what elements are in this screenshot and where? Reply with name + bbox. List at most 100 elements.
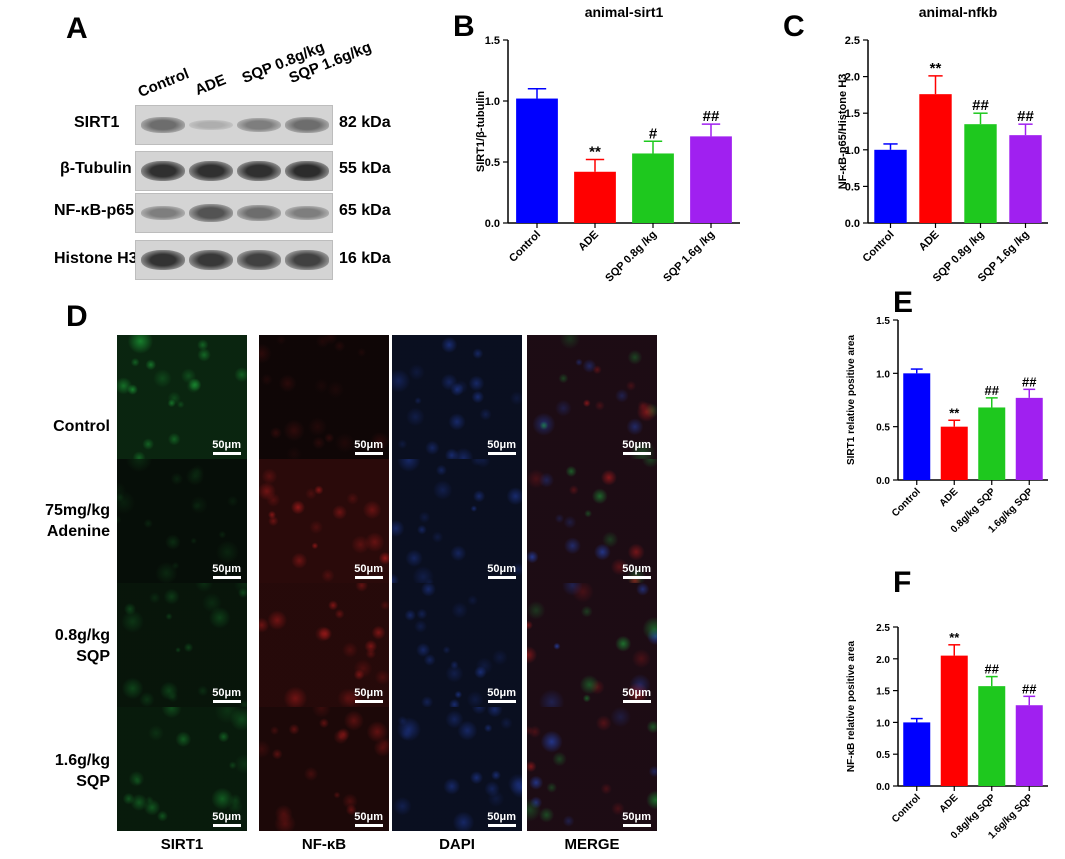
scale-bar-label: 50μm xyxy=(487,439,516,451)
wb-band xyxy=(189,160,233,182)
if-image-panel: 50μm xyxy=(259,335,389,459)
scale-bar-line xyxy=(212,824,241,827)
significance-label: ## xyxy=(985,662,1000,677)
wb-band xyxy=(237,205,281,221)
if-image-panel: 50μm xyxy=(259,583,389,707)
y-tick-label: 0.5 xyxy=(876,423,890,434)
x-tick-label: ADE xyxy=(938,486,961,509)
scale-bar-label: 50μm xyxy=(487,687,516,699)
scale-bar: 50μm xyxy=(354,811,383,827)
scale-bar-line xyxy=(622,824,651,827)
y-tick-label: 1.5 xyxy=(485,35,500,47)
chart-animal-sirt1: animal-sirt1 0.0 0.5 1.0 1.5 SIRT1/β-tubulin C… xyxy=(475,4,740,285)
scale-bar-label: 50μm xyxy=(212,811,241,823)
wb-band xyxy=(237,160,281,182)
x-tick-label: Control xyxy=(507,229,543,265)
y-tick-label: 0.0 xyxy=(876,476,890,487)
significance-label: ## xyxy=(1022,374,1037,389)
y-tick-label: 1.0 xyxy=(876,369,890,380)
chart-title: animal-nfkb xyxy=(919,4,998,20)
scale-bar-label: 50μm xyxy=(622,439,651,451)
scale-bar: 50μm xyxy=(622,687,651,703)
y-tick-label: 2.0 xyxy=(845,72,860,84)
scale-bar: 50μm xyxy=(212,563,241,579)
scale-bar-label: 50μm xyxy=(622,563,651,575)
significance-label: ## xyxy=(1022,681,1037,696)
scale-bar-line xyxy=(487,452,516,455)
bar xyxy=(940,426,968,480)
if-image-panel: 50μm xyxy=(527,583,657,707)
if-image-panel: 50μm xyxy=(117,459,247,583)
panel-letter-a: A xyxy=(66,12,88,45)
wb-protein-label: SIRT1 xyxy=(74,114,120,131)
if-row-label: 0.8g/kg SQP xyxy=(54,627,110,665)
panel-letter-b: B xyxy=(453,10,475,43)
wb-band xyxy=(237,250,281,270)
scale-bar-line xyxy=(487,700,516,703)
wb-band xyxy=(141,205,185,221)
bar xyxy=(1015,705,1043,786)
panel-letter-e: E xyxy=(893,286,914,319)
if-image-panel: 50μm xyxy=(392,459,522,583)
bar xyxy=(919,94,952,223)
scale-bar-label: 50μm xyxy=(622,811,651,823)
wb-kda-label: 65 kDa xyxy=(339,202,391,219)
scale-bar: 50μm xyxy=(212,811,241,827)
if-image-panel: 50μm xyxy=(527,459,657,583)
if-image-panel: 50μm xyxy=(117,335,247,459)
significance-label: ## xyxy=(985,383,1000,398)
y-tick-label: 0.5 xyxy=(876,750,890,761)
wb-band xyxy=(141,160,185,182)
y-tick-label: 1.0 xyxy=(845,145,860,157)
chart-nfkb-positive-area: 0.0 0.5 1.0 1.5 2.0 2.5 NF-κB relative positiv… xyxy=(846,623,1048,841)
bar xyxy=(940,655,968,786)
if-image-panel: 50μm xyxy=(117,707,247,831)
bar xyxy=(632,153,674,223)
y-tick-label: 1.5 xyxy=(876,316,890,327)
y-tick-label: 0.5 xyxy=(485,157,500,169)
if-image-panel: 50μm xyxy=(527,707,657,831)
scale-bar-line xyxy=(354,576,383,579)
significance-label: # xyxy=(649,125,658,142)
wb-kda-label: 55 kDa xyxy=(339,160,391,177)
scale-bar-label: 50μm xyxy=(212,563,241,575)
if-row-label: 75mg/kg Adenine xyxy=(45,502,110,540)
wb-band xyxy=(141,249,185,271)
y-axis-label: NF-κB-p65/Histone H3 xyxy=(837,74,849,190)
y-tick-label: 2.5 xyxy=(845,35,860,47)
x-tick-label: Control xyxy=(890,792,923,825)
wb-blot-strip xyxy=(135,240,333,280)
wb-band xyxy=(285,250,329,270)
bar xyxy=(903,373,931,480)
scale-bar: 50μm xyxy=(354,439,383,455)
scale-bar-label: 50μm xyxy=(622,687,651,699)
scale-bar-label: 50μm xyxy=(354,811,383,823)
chart-sirt1-positive-area: 0.0 0.5 1.0 1.5 SIRT1 relative positive area… xyxy=(846,316,1048,535)
wb-band xyxy=(285,117,329,133)
scale-bar-line xyxy=(622,576,651,579)
x-tick-label: SQP 0.8g /kg xyxy=(603,229,659,285)
scale-bar: 50μm xyxy=(354,563,383,579)
bar xyxy=(874,149,907,223)
wb-lane-label: Control xyxy=(135,65,192,101)
y-tick-label: 0.0 xyxy=(485,218,500,230)
if-col-label: SIRT1 xyxy=(160,836,204,853)
wb-blot-strip xyxy=(135,105,333,145)
if-image-panel: 50μm xyxy=(392,707,522,831)
scale-bar-label: 50μm xyxy=(487,563,516,575)
x-tick-label: ADE xyxy=(917,229,942,254)
scale-bar-label: 50μm xyxy=(212,687,241,699)
scale-bar-line xyxy=(212,700,241,703)
scale-bar-line xyxy=(354,700,383,703)
scale-bar-line xyxy=(354,452,383,455)
bar xyxy=(1015,397,1043,480)
scale-bar-line xyxy=(622,452,651,455)
bar xyxy=(964,124,997,223)
y-axis-label: NF-κB relative positive area xyxy=(846,640,857,772)
y-tick-label: 2.5 xyxy=(876,623,890,634)
y-tick-label: 0.0 xyxy=(845,218,860,230)
if-image-panel: 50μm xyxy=(392,583,522,707)
if-image-panel: 50μm xyxy=(527,335,657,459)
panel-letter-c: C xyxy=(783,10,805,43)
if-image-panel: 50μm xyxy=(392,335,522,459)
